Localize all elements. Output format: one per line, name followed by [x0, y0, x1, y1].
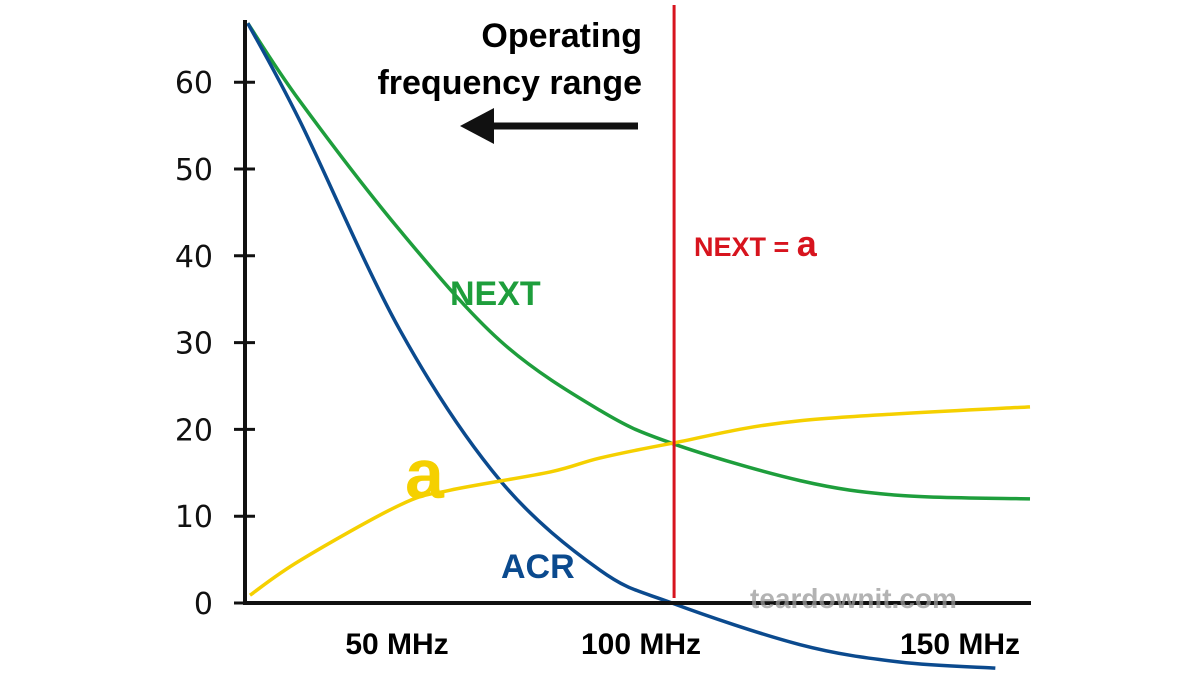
y-tick-label: 40 — [175, 240, 213, 275]
vline-label: NEXT = a — [694, 223, 818, 264]
x-tick-label: 100 MHz — [581, 628, 701, 661]
y-tick-label: 0 — [194, 587, 213, 622]
y-tick-label: 30 — [175, 327, 213, 362]
y-tick-label: 50 — [175, 153, 213, 188]
acr-series-label: ACR — [501, 548, 575, 586]
series-line-acr — [246, 22, 996, 670]
watermark: teardownit.com — [750, 583, 957, 614]
series-line-a — [248, 405, 1031, 597]
x-tick-label: 50 MHz — [345, 628, 448, 661]
y-tick-label: 60 — [175, 66, 213, 101]
operating-range-label-line2: frequency range — [377, 64, 642, 102]
y-tick-label: 20 — [175, 413, 213, 448]
y-tick-label: 10 — [175, 500, 213, 535]
a-series-label: a — [405, 435, 445, 513]
left-arrow-icon — [460, 108, 638, 144]
next-series-label: NEXT — [450, 275, 541, 313]
series-line-next — [246, 22, 1031, 501]
operating-range-label-line1: Operating — [481, 17, 642, 55]
x-tick-label: 150 MHz — [900, 628, 1020, 661]
